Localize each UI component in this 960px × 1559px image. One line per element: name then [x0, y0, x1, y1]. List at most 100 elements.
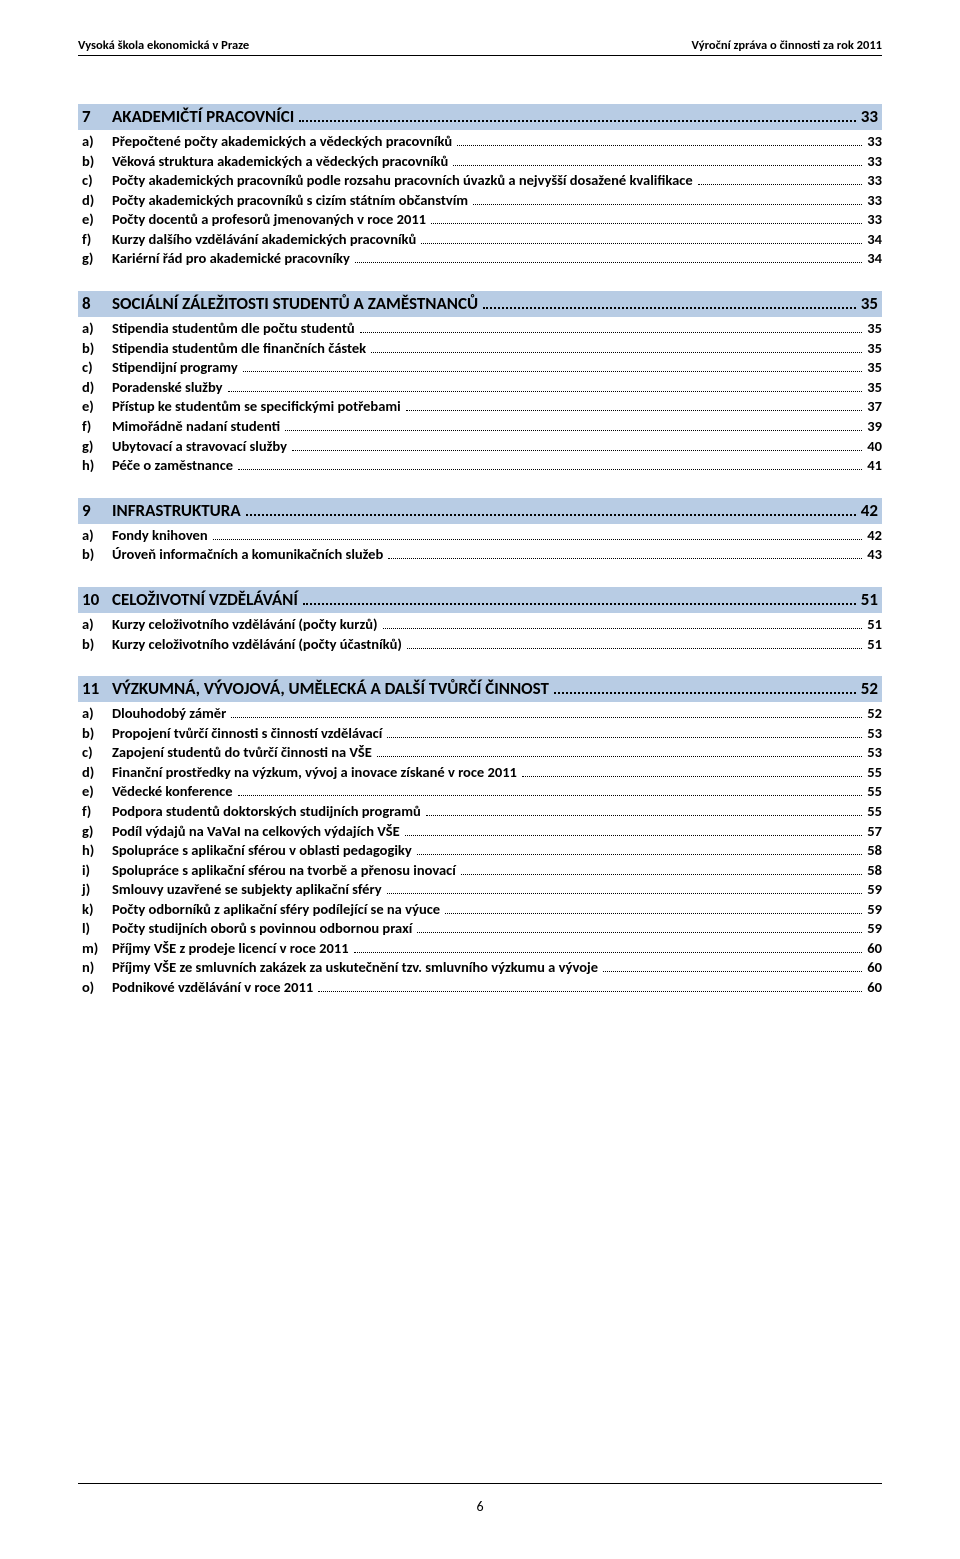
- toc-leader-dots: [431, 213, 862, 224]
- toc-item-letter: c): [82, 743, 112, 763]
- toc-item-body: Kurzy celoživotního vzdělávání (počty ku…: [112, 615, 882, 635]
- toc-leader-dots: [522, 766, 862, 777]
- toc-item-text: Počty akademických pracovníků podle rozs…: [112, 171, 696, 191]
- toc-item-body: Péče o zaměstnance41: [112, 456, 882, 476]
- toc-item-text: Podpora studentů doktorských studijních …: [112, 802, 424, 822]
- toc-item: g)Ubytovací a stravovací služby40: [78, 437, 882, 457]
- toc-item-letter: c): [82, 171, 112, 191]
- toc-item-body: Mimořádně nadaní studenti39: [112, 417, 882, 437]
- toc-item: e)Vědecké konference 55: [78, 782, 882, 802]
- toc-leader-dots: [238, 459, 862, 470]
- toc-item-body: Kurzy dalšího vzdělávání akademických pr…: [112, 230, 882, 250]
- toc-item-page: 33: [864, 210, 882, 230]
- toc-leader-dots: [407, 637, 862, 648]
- toc-item-letter: n): [82, 958, 112, 978]
- toc-item: b)Propojení tvůrčí činnosti s činností v…: [78, 724, 882, 744]
- toc-section-page: 52: [858, 678, 878, 700]
- toc-leader-dots: [377, 746, 862, 757]
- toc-item-letter: f): [82, 802, 112, 822]
- toc-leader-dots: [554, 680, 856, 694]
- toc-item-body: Počty docentů a profesorů jmenovaných v …: [112, 210, 882, 230]
- toc-item: a)Stipendia studentům dle počtu studentů…: [78, 319, 882, 339]
- toc-item-letter: b): [82, 724, 112, 744]
- toc-item: h)Péče o zaměstnance41: [78, 456, 882, 476]
- toc-item-body: Smlouvy uzavřené se subjekty aplikační s…: [112, 880, 882, 900]
- toc-section-title: SOCIÁLNÍ ZÁLEŽITOSTI STUDENTŮ A ZAMĚSTNA…: [112, 293, 481, 315]
- toc-item-page: 35: [864, 378, 882, 398]
- toc-leader-dots: [285, 420, 862, 431]
- toc-item-page: 55: [864, 782, 882, 802]
- toc-item-text: Stipendia studentům dle počtu studentů: [112, 319, 358, 339]
- toc-item-page: 39: [864, 417, 882, 437]
- toc-section-title: CELOŽIVOTNÍ VZDĚLÁVÁNÍ: [112, 589, 301, 611]
- toc-item-page: 59: [864, 900, 882, 920]
- toc-item-letter: e): [82, 210, 112, 230]
- toc-item-letter: h): [82, 456, 112, 476]
- toc-item-text: Přístup ke studentům se specifickými pot…: [112, 397, 404, 417]
- toc-section-title-body: AKADEMIČTÍ PRACOVNÍCI33: [112, 106, 878, 128]
- toc-item-body: Spolupráce s aplikační sférou v oblasti …: [112, 841, 882, 861]
- toc-item-page: 40: [864, 437, 882, 457]
- toc-item: c)Zapojení studentů do tvůrčí činnosti n…: [78, 743, 882, 763]
- toc-item-page: 53: [864, 743, 882, 763]
- toc-item-text: Kurzy celoživotního vzdělávání (počty ku…: [112, 615, 381, 635]
- toc-item-body: Počty studijních oborů s povinnou odborn…: [112, 919, 882, 939]
- toc-section-title-body: SOCIÁLNÍ ZÁLEŽITOSTI STUDENTŮ A ZAMĚSTNA…: [112, 293, 878, 315]
- toc-item-letter: g): [82, 437, 112, 457]
- toc-item-letter: a): [82, 132, 112, 152]
- toc-item-letter: o): [82, 978, 112, 998]
- page-header: Vysoká škola ekonomická v Praze Výroční …: [78, 38, 882, 56]
- toc-section: 10CELOŽIVOTNÍ VZDĚLÁVÁNÍ51a)Kurzy celoži…: [78, 587, 882, 654]
- toc-item-text: Počty studijních oborů s povinnou odborn…: [112, 919, 415, 939]
- toc-item-page: 53: [864, 724, 882, 744]
- toc-item-letter: d): [82, 191, 112, 211]
- toc-item-body: Počty odborníků z aplikační sféry podíle…: [112, 900, 882, 920]
- toc-section-title-body: VÝZKUMNÁ, VÝVOJOVÁ, UMĚLECKÁ A DALŠÍ TVŮ…: [112, 678, 878, 700]
- toc-item-body: Poradenské služby35: [112, 378, 882, 398]
- toc-item: m)Příjmy VŠE z prodeje licencí v roce 20…: [78, 939, 882, 959]
- toc-section-title-body: CELOŽIVOTNÍ VZDĚLÁVÁNÍ51: [112, 589, 878, 611]
- toc-item-letter: k): [82, 900, 112, 920]
- toc-item: c)Stipendijní programy35: [78, 358, 882, 378]
- toc-leader-dots: [383, 618, 863, 629]
- toc-item-body: Podpora studentů doktorských studijních …: [112, 802, 882, 822]
- toc-leader-dots: [213, 529, 863, 540]
- toc-section-title: VÝZKUMNÁ, VÝVOJOVÁ, UMĚLECKÁ A DALŠÍ TVŮ…: [112, 678, 552, 700]
- toc-leader-dots: [473, 194, 862, 205]
- toc-item: d)Počty akademických pracovníků s cizím …: [78, 191, 882, 211]
- toc-item-letter: g): [82, 822, 112, 842]
- toc-item-page: 35: [864, 358, 882, 378]
- toc-section-heading: 9INFRASTRUKTURA42: [78, 498, 882, 524]
- toc-item: a)Fondy knihoven42: [78, 526, 882, 546]
- toc-item-text: Počty odborníků z aplikační sféry podíle…: [112, 900, 443, 920]
- toc-item-letter: b): [82, 339, 112, 359]
- toc-section-number: 9: [82, 500, 112, 522]
- table-of-contents: 7AKADEMIČTÍ PRACOVNÍCI33a)Přepočtené poč…: [78, 104, 882, 998]
- toc-section: 7AKADEMIČTÍ PRACOVNÍCI33a)Přepočtené poč…: [78, 104, 882, 269]
- toc-item-body: Spolupráce s aplikační sférou na tvorbě …: [112, 861, 882, 881]
- toc-item-body: Počty akademických pracovníků podle rozs…: [112, 171, 882, 191]
- toc-item-body: Ubytovací a stravovací služby40: [112, 437, 882, 457]
- toc-section-title-body: INFRASTRUKTURA42: [112, 500, 878, 522]
- toc-leader-dots: [698, 174, 863, 185]
- toc-item: b)Kurzy celoživotního vzdělávání (počty …: [78, 635, 882, 655]
- page-number: 6: [476, 1498, 483, 1515]
- toc-item: e)Přístup ke studentům se specifickými p…: [78, 397, 882, 417]
- page-footer: 6: [78, 1483, 882, 1515]
- toc-leader-dots: [417, 922, 862, 933]
- toc-section: 8SOCIÁLNÍ ZÁLEŽITOSTI STUDENTŮ A ZAMĚSTN…: [78, 291, 882, 476]
- toc-leader-dots: [457, 135, 862, 146]
- toc-section-page: 42: [858, 500, 878, 522]
- toc-item-letter: e): [82, 782, 112, 802]
- toc-item-text: Věková struktura akademických a vědeckýc…: [112, 152, 451, 172]
- toc-item-text: Vědecké konference: [112, 782, 236, 802]
- toc-item-body: Stipendijní programy35: [112, 358, 882, 378]
- toc-section-heading: 7AKADEMIČTÍ PRACOVNÍCI33: [78, 104, 882, 130]
- toc-item-text: Stipendia studentům dle finančních částe…: [112, 339, 369, 359]
- toc-item-page: 34: [864, 230, 882, 250]
- toc-item-text: Dlouhodobý záměr: [112, 704, 229, 724]
- toc-leader-dots: [445, 903, 862, 914]
- toc-item: f)Kurzy dalšího vzdělávání akademických …: [78, 230, 882, 250]
- toc-item-page: 37: [864, 397, 882, 417]
- toc-item-page: 52: [864, 704, 882, 724]
